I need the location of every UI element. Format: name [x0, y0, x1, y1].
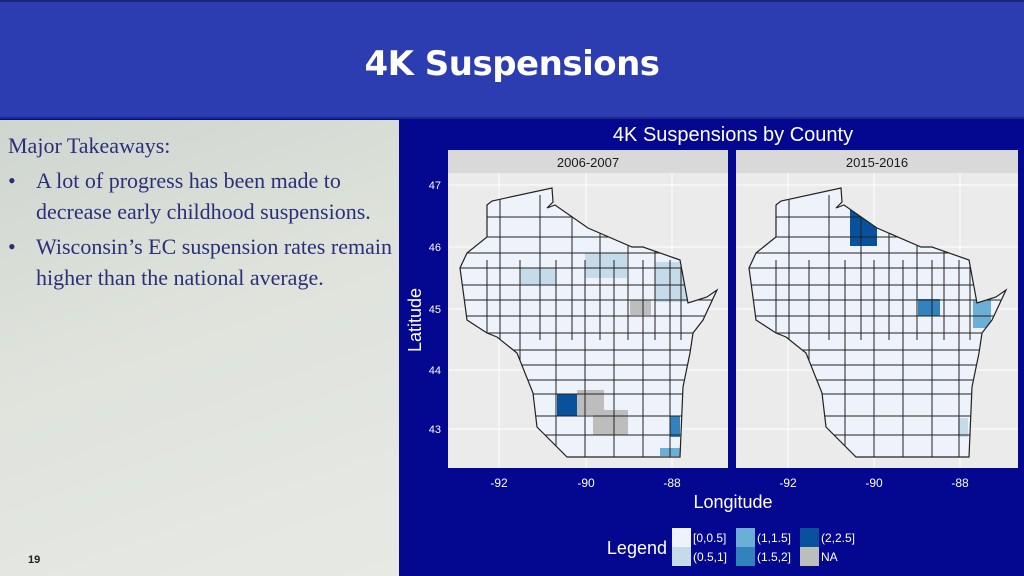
x-tick-label: -90 — [865, 476, 883, 490]
legend-label: [0,0.5] — [693, 531, 726, 545]
x-axis-label: Longitude — [693, 492, 772, 512]
panel-label: 2006-2007 — [557, 155, 619, 170]
legend-swatch — [736, 547, 755, 566]
state-outline — [460, 188, 717, 457]
y-tick-label: 44 — [429, 365, 441, 377]
map-panel-2015-2016: 2015-2016 -92 -90 -88 — [736, 150, 1018, 490]
x-tick-label: -88 — [951, 476, 969, 490]
bullet-item: • A lot of progress has been made to decr… — [8, 168, 371, 224]
legend-title: Legend — [607, 538, 667, 558]
takeaways-panel: Major Takeaways: • A lot of progress has … — [0, 120, 399, 576]
x-tick-label: -92 — [490, 476, 508, 490]
county-NA — [593, 410, 628, 435]
panel-strip — [736, 150, 1018, 173]
county-(0.5,1] — [520, 268, 556, 285]
bullet-item: • Wisconsin’s EC suspension rates remain … — [8, 234, 392, 290]
y-tick-label: 46 — [429, 242, 441, 254]
county-(2,2.5] — [557, 394, 577, 416]
county-(1,1.5] — [973, 300, 991, 328]
legend-label: NA — [821, 550, 838, 564]
county-(0.5,1] — [958, 418, 968, 437]
legend-swatch — [736, 528, 755, 547]
y-axis-label: Latitude — [405, 288, 425, 352]
page-number: 19 — [28, 554, 41, 566]
suspension-map-chart: 4K Suspensions by County Latitude Longit… — [405, 124, 1018, 566]
state-border — [459, 187, 719, 458]
state-border — [748, 187, 1008, 458]
x-tick-label: -90 — [577, 476, 595, 490]
chart-title: 4K Suspensions by County — [613, 124, 853, 146]
slide-title: 4K Suspensions — [364, 44, 660, 84]
county-(0.5,1] — [585, 253, 627, 278]
county-(1.5,2] — [918, 299, 940, 316]
y-tick-label: 43 — [429, 424, 441, 436]
legend-label: (1.5,2] — [757, 550, 791, 564]
county-NA — [630, 300, 651, 315]
panel-strip — [448, 150, 728, 173]
legend-label: (0.5,1] — [693, 550, 727, 564]
legend: Legend [0,0.5] (0.5,1] (1,1.5] (1.5,2] (2,2.… — [607, 528, 855, 566]
legend-label: (1,1.5] — [757, 531, 791, 545]
y-tick-label: 45 — [429, 304, 441, 316]
map-panel-2006-2007: 2006-2007 -92 -90 -88 — [448, 150, 728, 490]
legend-swatch — [672, 528, 691, 547]
legend-swatch — [800, 547, 819, 566]
state-outline — [749, 188, 1006, 457]
slide-header: 4K Suspensions — [0, 0, 1024, 119]
bullet-text: Wisconsin’s EC suspension rates remain h… — [36, 234, 392, 290]
legend-label: (2,2.5] — [821, 531, 855, 545]
legend-swatch — [672, 547, 691, 566]
panel-label: 2015-2016 — [846, 155, 908, 170]
county-(1.5,2] — [670, 416, 680, 437]
bullet-text: A lot of progress has been made to decre… — [36, 168, 371, 224]
x-tick-label: -88 — [663, 476, 681, 490]
x-tick-label: -92 — [779, 476, 797, 490]
legend-swatch — [800, 528, 819, 547]
takeaways-heading: Major Takeaways: — [8, 133, 171, 158]
y-tick-label: 47 — [429, 180, 441, 192]
